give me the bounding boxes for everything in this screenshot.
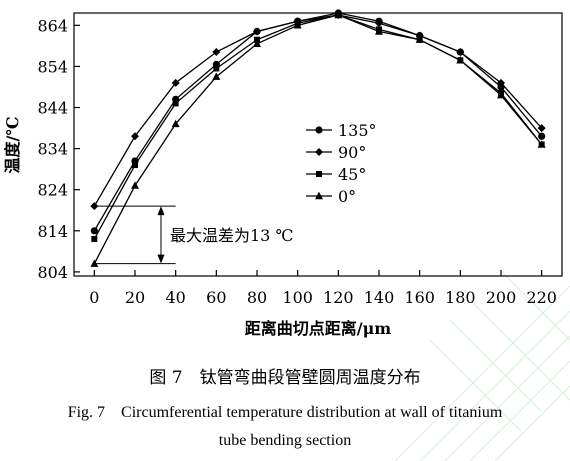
- series-line: [93, 14, 543, 207]
- y-axis-label: 温度/℃: [3, 116, 22, 174]
- annotation-arrow-down: [157, 254, 165, 264]
- x-tick-label: 60: [206, 288, 226, 307]
- x-tick-label: 180: [445, 288, 476, 307]
- data-point: [537, 124, 546, 133]
- y-tick-label: 854: [37, 57, 68, 76]
- data-point: [212, 72, 221, 80]
- x-tick-label: 80: [247, 288, 267, 307]
- data-point: [375, 19, 383, 28]
- legend-item: 90°: [306, 143, 366, 162]
- annotation-text: 最大温差为13 ℃: [170, 226, 293, 245]
- data-point: [538, 132, 546, 140]
- series-line: [93, 14, 543, 264]
- plot-area: [73, 12, 563, 277]
- data-point: [375, 27, 383, 35]
- data-point: [334, 10, 343, 19]
- legend-marker: [315, 191, 323, 200]
- data-point: [537, 140, 546, 148]
- x-tick-label: 100: [282, 288, 313, 307]
- x-tick-label: 220: [526, 288, 557, 307]
- legend-item: 0°: [306, 187, 356, 206]
- x-tick-label: 140: [364, 288, 395, 307]
- legend-label: 135°: [338, 121, 377, 140]
- annotation: 最大温差为13 ℃: [94, 205, 293, 265]
- data-point: [456, 48, 465, 57]
- legend: 135° 90° 45° 0°: [306, 121, 377, 206]
- data-point: [497, 90, 505, 99]
- legend-marker: [316, 171, 322, 177]
- series-triangle: [90, 10, 546, 267]
- annotation-arrow-up: [157, 206, 165, 216]
- data-point: [456, 56, 465, 64]
- legend-label: 45°: [338, 165, 366, 184]
- x-tick-label: 120: [323, 288, 354, 307]
- y-tick-label: 824: [37, 181, 68, 200]
- x-tick-label: 40: [165, 288, 185, 307]
- data-point: [131, 132, 139, 141]
- data-point: [90, 227, 98, 235]
- y-tick-label: 814: [37, 222, 68, 241]
- data-point: [91, 236, 98, 243]
- caption-english-line2: tube bending section: [218, 432, 352, 449]
- legend-marker: [315, 126, 323, 134]
- y-tick-label: 834: [37, 140, 68, 159]
- x-axis: 0 20 40 60 80 100 120 140 160 180 200 220: [89, 270, 557, 307]
- legend-item: 135°: [306, 121, 377, 140]
- x-axis-label: 距离曲切点距离/μm: [245, 319, 392, 338]
- caption-english-line1: Fig. 7 Circumferential temperature distr…: [67, 404, 503, 421]
- y-axis: 804 814 824 834 844 854 864: [37, 16, 80, 282]
- legend-marker: [315, 148, 323, 156]
- x-tick-label: 160: [404, 288, 435, 307]
- data-point: [171, 78, 180, 87]
- data-point: [212, 48, 221, 57]
- data-point: [171, 119, 180, 128]
- background-watermark: [394, 269, 570, 461]
- y-tick-label: 864: [37, 16, 68, 35]
- legend-item: 45°: [306, 165, 366, 184]
- y-tick-label: 804: [37, 263, 68, 282]
- data-point: [132, 162, 138, 169]
- data-point: [253, 39, 261, 48]
- series-diamond: [90, 11, 546, 211]
- caption-chinese: 图 7 钛管弯曲段管壁圆周温度分布: [149, 368, 421, 388]
- data-point: [253, 27, 261, 36]
- x-tick-label: 0: [89, 288, 99, 307]
- legend-label: 90°: [338, 143, 366, 162]
- series-layer: [90, 9, 546, 267]
- data-point: [131, 181, 139, 189]
- x-tick-label: 200: [486, 288, 517, 307]
- series-circle: [90, 9, 546, 235]
- y-tick-label: 844: [37, 99, 68, 118]
- data-point: [172, 100, 179, 107]
- data-point: [293, 21, 302, 29]
- data-point: [213, 65, 220, 72]
- legend-label: 0°: [338, 187, 356, 206]
- data-point: [497, 78, 505, 87]
- data-point: [415, 35, 424, 43]
- x-tick-label: 20: [125, 288, 145, 307]
